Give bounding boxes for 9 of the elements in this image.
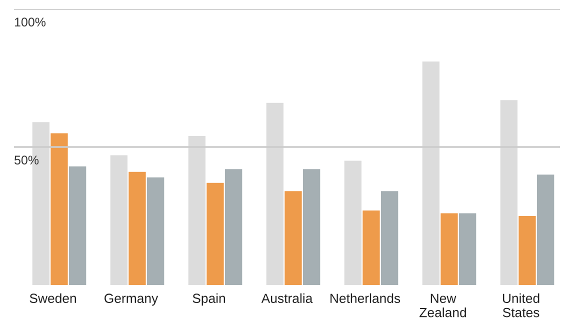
y-tick-label: 50% — [14, 156, 39, 165]
x-tick-label: Spain — [192, 293, 226, 306]
x-tick-label: United States — [502, 293, 540, 318]
y-tick-label: 100% — [14, 18, 46, 27]
x-tick-label: Sweden — [30, 293, 76, 304]
x-tick-label: Australia — [261, 293, 313, 304]
x-tick-label: New Zealand — [420, 294, 466, 318]
x-tick-label: Germany — [104, 294, 158, 306]
x-tick-label: Netherlands — [330, 293, 400, 304]
